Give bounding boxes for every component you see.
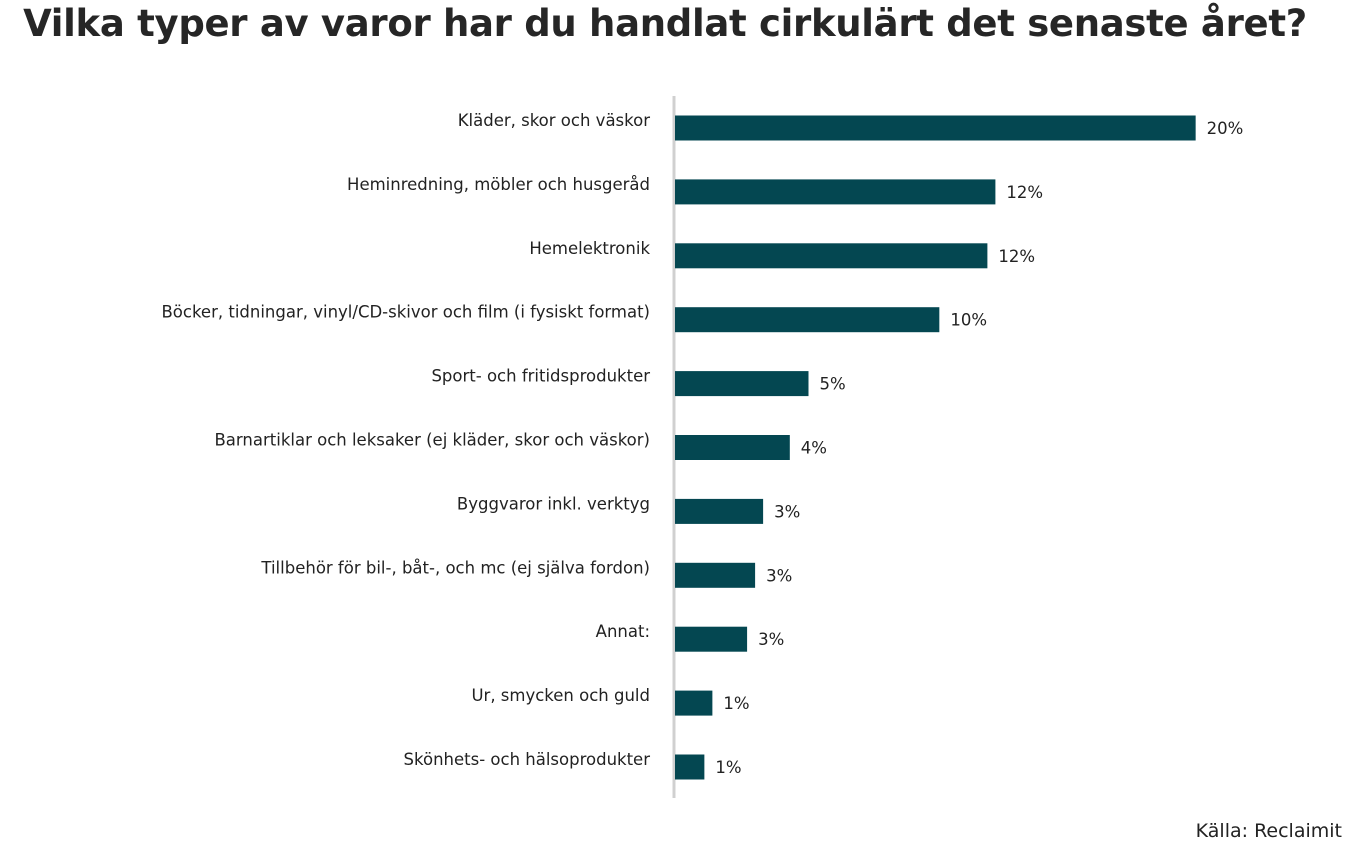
- value-label: 3%: [766, 566, 792, 585]
- value-label: 1%: [715, 758, 741, 777]
- value-label: 20%: [1207, 119, 1244, 138]
- chart-title: Vilka typer av varor har du handlat cirk…: [23, 2, 1307, 45]
- category-label: Hemelektronik: [529, 239, 650, 258]
- category-label: Böcker, tidningar, vinyl/CD-skivor och f…: [161, 303, 650, 322]
- bar: [675, 626, 748, 652]
- value-label: 5%: [820, 375, 846, 394]
- category-label: Skönhets- och hälsoprodukter: [404, 750, 651, 769]
- value-label: 12%: [1006, 183, 1043, 202]
- category-label: Byggvaror inkl. verktyg: [457, 494, 650, 513]
- category-label: Barnartiklar och leksaker (ej kläder, sk…: [214, 431, 650, 450]
- bar: [675, 115, 1196, 141]
- value-label: 4%: [801, 439, 827, 458]
- category-label: Tillbehör för bil-, båt-, och mc (ej sjä…: [260, 558, 650, 577]
- bar: [675, 435, 790, 460]
- bar: [675, 562, 756, 588]
- source-note: Källa: Reclaimit: [1195, 820, 1342, 842]
- bar: [675, 307, 940, 333]
- bar: [675, 754, 705, 780]
- category-label: Annat:: [596, 622, 650, 641]
- bar: [675, 243, 988, 269]
- value-label: 12%: [998, 247, 1035, 266]
- bar: [675, 498, 764, 524]
- value-label: 3%: [758, 630, 784, 649]
- category-label: Ur, smycken och guld: [471, 686, 650, 705]
- value-label: 3%: [774, 502, 800, 521]
- bar: [675, 690, 713, 716]
- category-label: Sport- och fritidsprodukter: [431, 367, 650, 386]
- value-label: 10%: [950, 311, 987, 330]
- category-label: Kläder, skor och väskor: [458, 111, 651, 130]
- category-label: Heminredning, möbler och husgeråd: [347, 175, 650, 194]
- bar: [675, 179, 996, 205]
- bar: [675, 371, 809, 397]
- value-label: 1%: [723, 694, 749, 713]
